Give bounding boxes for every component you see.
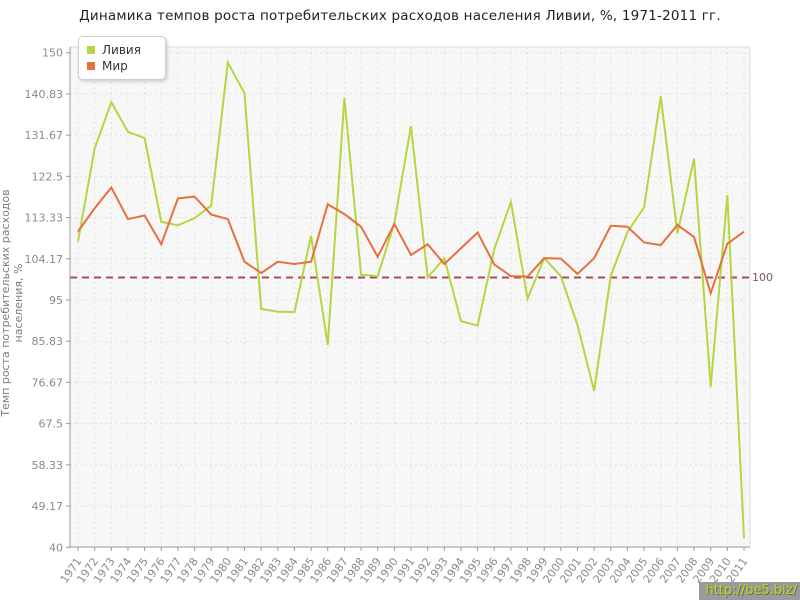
watermark-link[interactable]: http://be5.biz/ xyxy=(699,582,800,600)
y-tick-label: 113.33 xyxy=(25,212,64,225)
legend-item-libya[interactable]: Ливия xyxy=(87,42,157,58)
y-tick-label: 85.83 xyxy=(32,335,64,348)
y-tick-label: 76.67 xyxy=(32,376,64,389)
y-tick-label: 49.17 xyxy=(32,500,64,513)
y-tick-label: 67.5 xyxy=(39,418,64,431)
y-tick-label: 58.33 xyxy=(32,459,64,472)
chart-title: Динамика темпов роста потребительских ра… xyxy=(79,8,721,24)
legend-label-world: Мир xyxy=(102,59,128,73)
legend-swatch-libya-icon xyxy=(87,46,95,54)
legend: Ливия Мир xyxy=(78,36,166,80)
y-tick-label: 131.67 xyxy=(25,129,64,142)
y-tick-label: 140.83 xyxy=(25,88,64,101)
y-tick-label: 104.17 xyxy=(25,253,64,266)
series-line-libya xyxy=(77,59,745,539)
reference-line-label: 100 xyxy=(752,271,773,284)
legend-item-world[interactable]: Мир xyxy=(87,58,157,74)
y-tick-label: 122.5 xyxy=(32,170,64,183)
plot-area xyxy=(69,46,751,548)
y-tick-label: 40 xyxy=(49,541,63,554)
series-line-world xyxy=(77,185,745,297)
y-tick-label: 95 xyxy=(49,294,63,307)
legend-swatch-world-icon xyxy=(87,62,95,70)
legend-label-libya: Ливия xyxy=(102,43,141,57)
y-tick-label: 150 xyxy=(42,47,63,60)
